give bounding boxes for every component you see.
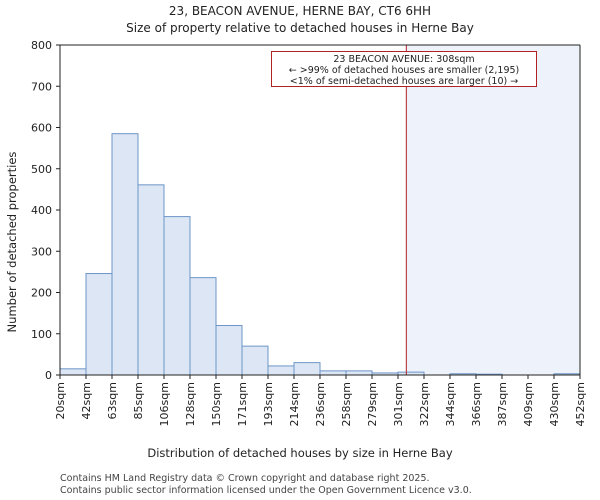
bar-171sqm: [241, 345, 269, 376]
property-annotation: 23 BEACON AVENUE: 308sqm ← >99% of detac…: [271, 51, 537, 87]
bar-106sqm: [163, 216, 191, 376]
y-tick-label: 400: [31, 204, 52, 217]
x-axis-label: Distribution of detached houses by size …: [147, 446, 453, 460]
x-tick-label: 301sqm: [392, 382, 405, 426]
y-tick-label: 800: [31, 39, 52, 52]
x-tick-label: 322sqm: [418, 382, 431, 426]
bar-85sqm: [137, 184, 165, 376]
x-tick-label: 409sqm: [522, 382, 535, 426]
bar-42sqm: [85, 273, 113, 376]
y-tick-label: 700: [31, 80, 52, 93]
y-tick-label: 0: [45, 369, 52, 382]
y-ticks: 0 100 200 300 400 500 600 700 800: [31, 39, 60, 382]
footer-copyright: Contains HM Land Registry data © Crown c…: [60, 473, 430, 484]
x-tick-label: 387sqm: [496, 382, 509, 426]
annotation-line-2: ← >99% of detached houses are smaller (2…: [288, 65, 520, 76]
y-tick-label: 200: [31, 287, 52, 300]
x-tick-label: 171sqm: [236, 382, 249, 426]
y-tick-label: 300: [31, 245, 52, 258]
x-tick-label: 20sqm: [54, 382, 67, 419]
x-tick-label: 344sqm: [444, 382, 457, 426]
x-tick-label: 42sqm: [80, 382, 93, 419]
bar-20sqm: [59, 368, 87, 376]
x-tick-label: 279sqm: [366, 382, 379, 426]
x-tick-label: 150sqm: [210, 382, 223, 426]
footer-licence: Contains public sector information licen…: [60, 485, 472, 496]
y-tick-label: 500: [31, 163, 52, 176]
shaded-region: [406, 45, 580, 375]
x-tick-label: 85sqm: [132, 382, 145, 419]
x-tick-label: 366sqm: [470, 382, 483, 426]
x-tick-label: 63sqm: [106, 382, 119, 419]
annotation-line-1: 23 BEACON AVENUE: 308sqm: [333, 54, 475, 65]
annotation-line-3: <1% of semi-detached houses are larger (…: [289, 76, 519, 87]
chart-title: 23, BEACON AVENUE, HERNE BAY, CT6 6HH: [168, 4, 432, 18]
x-tick-label: 452sqm: [574, 382, 587, 426]
x-tick-label: 106sqm: [158, 382, 171, 426]
x-tick-label: 193sqm: [262, 382, 275, 426]
x-tick-label: 258sqm: [340, 382, 353, 426]
x-tick-label: 430sqm: [548, 382, 561, 426]
highlight-region: [406, 45, 580, 375]
bars: [59, 133, 581, 376]
y-tick-label: 600: [31, 122, 52, 135]
y-axis-label: Number of detached properties: [5, 151, 19, 333]
x-tick-label: 236sqm: [314, 382, 327, 426]
y-tick-label: 100: [31, 328, 52, 341]
bar-236sqm: [319, 370, 347, 376]
bar-63sqm: [111, 133, 139, 376]
bar-150sqm: [215, 325, 243, 376]
x-tick-label: 128sqm: [184, 382, 197, 426]
chart-subtitle: Size of property relative to detached ho…: [126, 21, 474, 35]
x-ticks: 20sqm 42sqm 63sqm 85sqm 106sqm 128sqm 150sqm 17…: [54, 375, 587, 426]
bar-258sqm: [345, 370, 373, 376]
bar-214sqm: [293, 362, 321, 376]
bar-193sqm: [267, 365, 295, 376]
x-tick-label: 214sqm: [288, 382, 301, 426]
bar-128sqm: [189, 277, 217, 376]
